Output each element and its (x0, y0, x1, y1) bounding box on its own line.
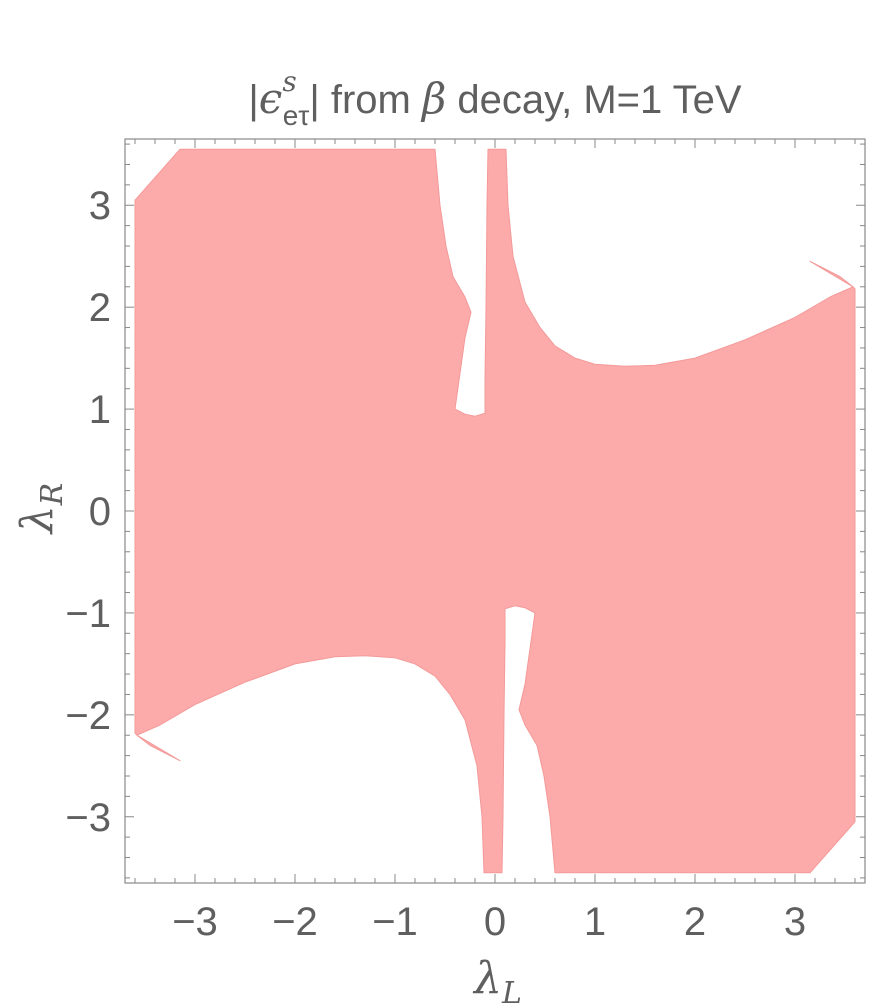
region-upper-right-sliver (809, 260, 854, 288)
x-tick-label: 3 (784, 900, 806, 944)
x-tick-label: 0 (484, 900, 506, 944)
title-left-bar: | (248, 78, 258, 122)
title-beta: β (420, 74, 446, 123)
x-tick-label: −2 (272, 900, 318, 944)
chart-title: |ϵs eτ| from β decay, M=1 TeV (248, 65, 742, 131)
title-superscript: s (282, 65, 296, 98)
x-tick-label: −1 (372, 900, 418, 944)
x-axis-title: λL (472, 953, 522, 1008)
title-text-decay: decay, M=1 TeV (446, 78, 742, 122)
x-axis-subscript: L (501, 976, 522, 1008)
x-tick-label: −3 (172, 900, 218, 944)
y-tick-label: −1 (65, 592, 111, 636)
title-text-from: from (320, 78, 422, 122)
x-tick-label: 2 (684, 900, 706, 944)
y-tick-label: 2 (89, 286, 111, 330)
region-lower-left-sliver (136, 734, 181, 762)
x-axis-symbol: λ (472, 953, 502, 1004)
y-tick-label: 0 (89, 490, 111, 534)
allowed-region-group (134, 148, 856, 874)
title-subscript: eτ (283, 100, 310, 131)
y-tick-label: −3 (65, 796, 111, 840)
title-epsilon: ϵ (259, 74, 283, 123)
title-right-bar: | (309, 78, 319, 122)
y-tick-label: 3 (89, 184, 111, 228)
y-tick-label: −2 (65, 694, 111, 738)
region-main-region (134, 148, 856, 874)
x-tick-label: 1 (584, 900, 606, 944)
axis-ticks: −3 −2 −1 0 1 2 3 −3 −2 −1 0 1 2 3 (65, 139, 865, 944)
y-axis-symbol: λ (12, 505, 63, 535)
y-axis-subscript: R (35, 483, 70, 507)
y-tick-label: 1 (89, 388, 111, 432)
y-axis-title: λR (12, 483, 70, 535)
